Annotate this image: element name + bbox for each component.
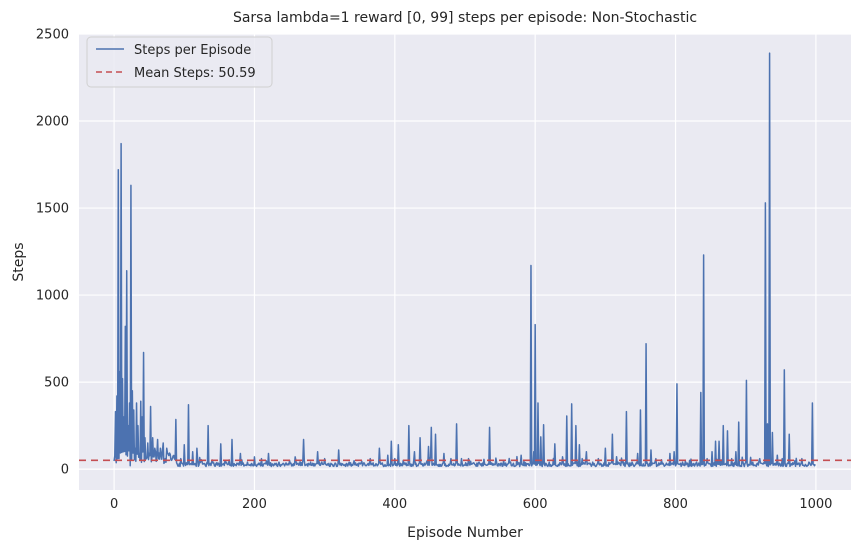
x-axis-label: Episode Number xyxy=(407,525,523,541)
y-tick-labels: 0 500 1000 1500 2000 2500 xyxy=(36,28,69,478)
x-tick-label: 600 xyxy=(523,497,548,512)
y-tick-label: 2500 xyxy=(36,28,69,43)
x-tick-labels: 0 200 400 600 800 1000 xyxy=(110,497,833,512)
grid-lines xyxy=(79,33,851,490)
y-tick-label: 500 xyxy=(44,376,69,391)
chart-title: Sarsa lambda=1 reward [0, 99] steps per … xyxy=(233,10,697,26)
y-tick-label: 0 xyxy=(61,463,69,478)
y-tick-label: 1500 xyxy=(36,202,69,217)
legend-box xyxy=(86,36,273,88)
x-tick-label: 1000 xyxy=(799,497,832,512)
y-axis-label: Steps xyxy=(11,242,27,281)
y-tick-label: 2000 xyxy=(36,115,69,130)
x-tick-label: 200 xyxy=(242,497,267,512)
legend: Steps per Episode Mean Steps: 50.59 xyxy=(86,36,273,88)
legend-label-steps: Steps per Episode xyxy=(134,43,251,58)
series-layer xyxy=(79,52,851,468)
legend-label-mean: Mean Steps: 50.59 xyxy=(134,66,256,81)
x-tick-label: 800 xyxy=(663,497,688,512)
plot-background xyxy=(79,34,851,490)
x-tick-label: 400 xyxy=(382,497,407,512)
x-tick-label: 0 xyxy=(110,497,118,512)
y-tick-label: 1000 xyxy=(36,289,69,304)
steps-per-episode-line xyxy=(113,52,816,468)
